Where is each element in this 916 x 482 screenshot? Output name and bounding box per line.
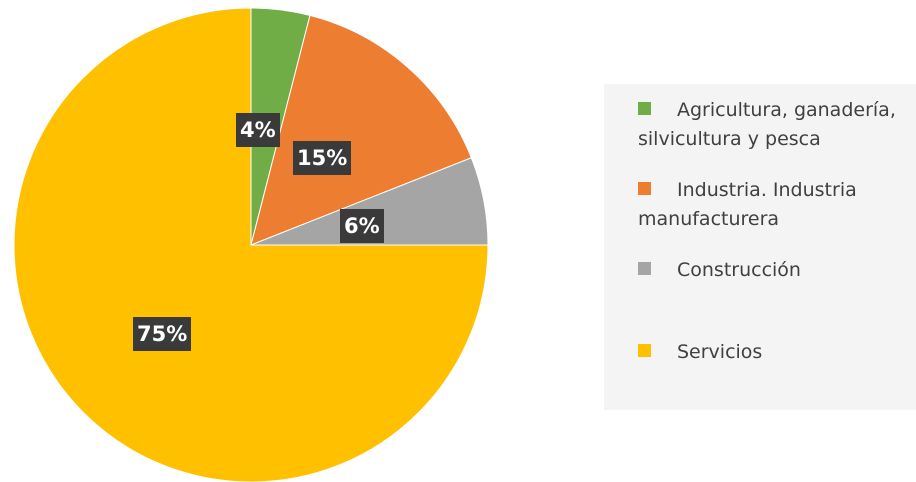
pie-slice-industria [250,14,473,246]
data-label-construccion: 6% [340,209,384,243]
pie-slice-servicios [13,7,489,482]
legend-label-agricultura-line2: silvicultura y pesca [638,128,821,150]
legend-swatch-agricultura [638,102,651,115]
legend-swatch-servicios [638,344,651,357]
legend-item-servicios: Servicios [638,338,762,367]
legend-label-industria-line2: manufacturera [638,208,780,230]
legend-item-agricultura: Agricultura, ganadería, silvicultura y p… [638,96,896,154]
legend-item-construccion: Construcción [638,256,801,285]
legend: Agricultura, ganadería, silvicultura y p… [604,84,916,410]
legend-label-servicios: Servicios [677,341,763,363]
data-label-agricultura: 4% [236,113,280,147]
data-label-servicios: 75% [133,317,192,351]
legend-label-industria-line1: Industria. Industria [677,179,857,201]
data-label-industria: 15% [293,141,352,175]
legend-item-industria: Industria. Industria manufacturera [638,176,857,234]
legend-label-construccion: Construcción [677,259,801,281]
legend-swatch-construccion [638,262,651,275]
legend-swatch-industria [638,182,651,195]
legend-label-agricultura-line1: Agricultura, ganadería, [677,99,896,121]
